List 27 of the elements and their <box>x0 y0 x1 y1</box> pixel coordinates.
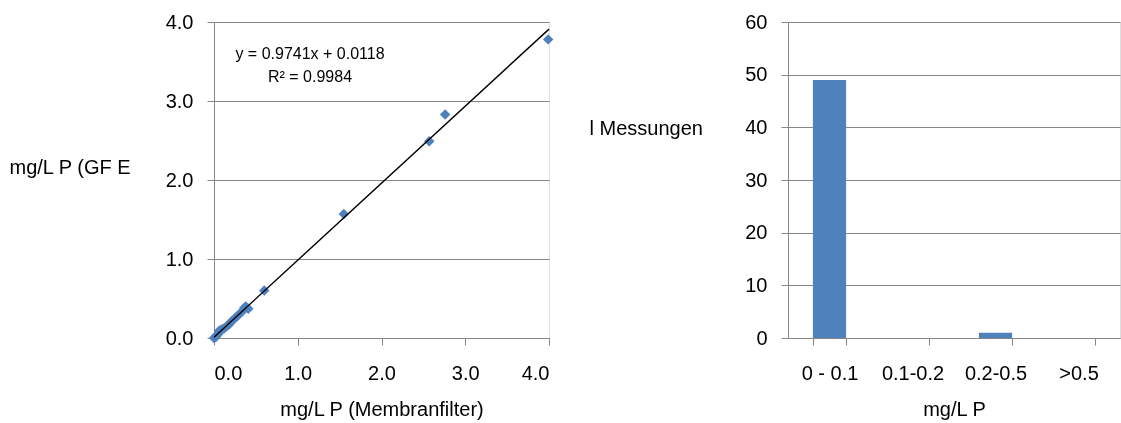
annotation: y = 0.9741x + 0.0118 <box>235 45 385 62</box>
y-tick-label: 2.0 <box>165 168 194 191</box>
y-tick-label: 60 <box>745 10 768 33</box>
y-tick-label: 0.0 <box>165 326 194 349</box>
x-tick-label: 0 - 0.1 <box>801 361 859 384</box>
x-tick-label: 0.2-0.5 <box>964 361 1028 384</box>
x-tick-label: 2.0 <box>368 361 396 384</box>
y-tick-label: 1.0 <box>165 247 194 270</box>
x-tick-label: 0.1-0.2 <box>881 361 945 384</box>
x-axis-title: mg/L P (Membranfilter) <box>280 397 484 420</box>
x-axis-title: mg/L P <box>923 397 986 420</box>
x-tick-label: >0.5 <box>1059 361 1099 384</box>
y-tick-label: 0 <box>756 326 768 349</box>
x-tick-label: 0.0 <box>214 361 243 384</box>
y-tick-label: 3.0 <box>165 89 194 112</box>
x-tick-label: 3.0 <box>451 361 480 384</box>
y-tick-label: 30 <box>745 168 768 191</box>
y-tick-label: 50 <box>745 63 768 86</box>
y-tick-label: 4.0 <box>165 10 194 33</box>
x-tick-label: 4.0 <box>521 361 550 384</box>
y-tick-label: 40 <box>745 115 768 138</box>
y-axis-title: l Messungen <box>589 116 703 139</box>
annotation: R² = 0.9984 <box>267 68 353 85</box>
y-tick-label: 20 <box>745 221 768 244</box>
y-tick-label: 10 <box>745 273 768 296</box>
x-tick-label: 1.0 <box>284 361 313 384</box>
y-axis-title: mg/L P (GF E <box>9 155 131 178</box>
